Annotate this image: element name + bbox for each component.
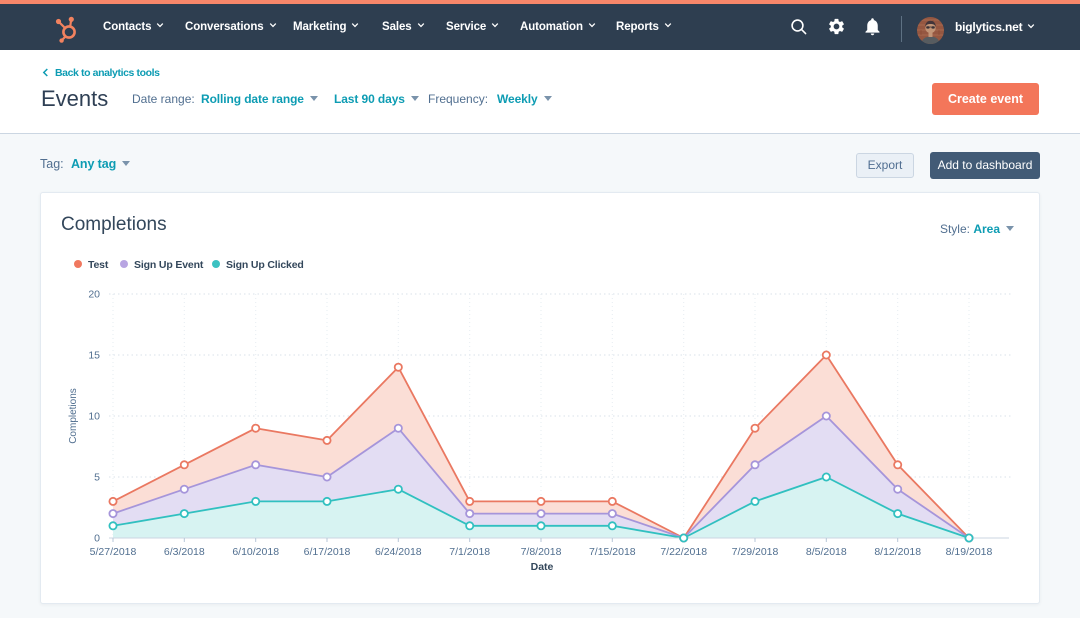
svg-text:20: 20 [88, 289, 100, 301]
svg-text:5: 5 [94, 472, 100, 484]
svg-text:7/1/2018: 7/1/2018 [449, 546, 490, 558]
svg-text:15: 15 [88, 350, 100, 362]
svg-text:8/19/2018: 8/19/2018 [946, 546, 993, 558]
svg-text:6/24/2018: 6/24/2018 [375, 546, 422, 558]
svg-text:7/22/2018: 7/22/2018 [660, 546, 707, 558]
svg-text:8/5/2018: 8/5/2018 [806, 546, 847, 558]
svg-text:7/15/2018: 7/15/2018 [589, 546, 636, 558]
svg-text:6/3/2018: 6/3/2018 [164, 546, 205, 558]
svg-text:0: 0 [94, 533, 100, 545]
svg-text:10: 10 [88, 411, 100, 423]
svg-text:Completions: Completions [68, 388, 79, 444]
svg-text:7/29/2018: 7/29/2018 [732, 546, 779, 558]
svg-text:5/27/2018: 5/27/2018 [90, 546, 137, 558]
svg-text:6/10/2018: 6/10/2018 [232, 546, 279, 558]
svg-text:7/8/2018: 7/8/2018 [521, 546, 562, 558]
svg-text:Date: Date [531, 561, 554, 573]
svg-text:8/12/2018: 8/12/2018 [874, 546, 921, 558]
svg-text:6/17/2018: 6/17/2018 [304, 546, 351, 558]
